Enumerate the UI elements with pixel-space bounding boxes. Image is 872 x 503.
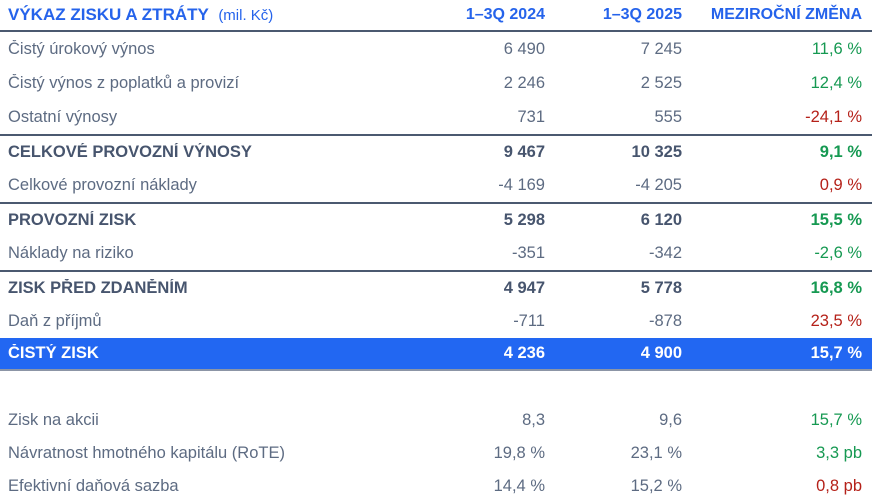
table-row-subtotal: PROVOZNÍ ZISK 5 298 6 120 15,5 %	[0, 202, 872, 236]
value-2024: 4 947	[503, 278, 545, 297]
row-label: Čistý úrokový výnos	[8, 39, 155, 58]
row-label: PROVOZNÍ ZISK	[8, 210, 137, 229]
value-change: 15,5 %	[810, 210, 862, 229]
value-2025: 555	[654, 107, 682, 126]
page-title: VÝKAZ ZISKU A ZTRÁTY (mil. Kč)	[8, 5, 405, 25]
value-2024: 2 246	[503, 73, 545, 92]
table-row-subtotal: ZISK PŘED ZDANĚNÍM 4 947 5 778 16,8 %	[0, 270, 872, 304]
value-2025: 7 245	[640, 39, 682, 58]
value-change: 0,8 pb	[816, 477, 862, 495]
table-header-row: VÝKAZ ZISKU A ZTRÁTY (mil. Kč) 1–3Q 2024…	[0, 0, 872, 32]
value-change: 0,9 %	[819, 175, 862, 194]
value-2025: 6 120	[640, 210, 682, 229]
ratio-row: Návratnost hmotného kapitálu (RoTE) 19,8…	[0, 437, 872, 470]
value-2025: 23,1 %	[630, 444, 682, 462]
value-change: -2,6 %	[814, 243, 862, 262]
row-label: ZISK PŘED ZDANĚNÍM	[8, 278, 188, 297]
value-2024: 9 467	[503, 142, 545, 161]
table-row-subtotal: CELKOVÉ PROVOZNÍ VÝNOSY 9 467 10 325 9,1…	[0, 134, 872, 168]
table-row: Ostatní výnosy 731 555 -24,1 %	[0, 100, 872, 134]
table-row: Náklady na riziko -351 -342 -2,6 %	[0, 236, 872, 270]
value-2024: -4 169	[498, 175, 545, 194]
value-2025: -4 205	[635, 175, 682, 194]
ratio-row: Efektivní daňová sazba 14,4 % 15,2 % 0,8…	[0, 470, 872, 503]
value-2024: 5 298	[503, 210, 545, 229]
ratio-row: Zisk na akcii 8,3 9,6 15,7 %	[0, 404, 872, 437]
row-label: Náklady na riziko	[8, 243, 134, 262]
value-2024: -351	[511, 243, 545, 262]
row-label: Ostatní výnosy	[8, 107, 118, 126]
section-spacer	[0, 371, 872, 404]
column-header-2024: 1–3Q 2024	[465, 6, 545, 23]
table-unit-label: (mil. Kč)	[218, 7, 274, 24]
row-label: Daň z příjmů	[8, 311, 102, 330]
value-2024: 731	[517, 107, 545, 126]
value-2024: 8,3	[522, 411, 545, 429]
row-label: Efektivní daňová sazba	[8, 477, 179, 495]
value-2025: 9,6	[659, 411, 682, 429]
column-header-change: MEZIROČNÍ ZMĚNA	[710, 6, 862, 23]
value-2025: 10 325	[631, 142, 682, 161]
value-2024: 14,4 %	[493, 477, 545, 495]
table-row-net-profit-highlight: ČISTÝ ZISK 4 236 4 900 15,7 %	[0, 338, 872, 371]
table-row: Daň z příjmů -711 -878 23,5 %	[0, 304, 872, 338]
value-2025: 15,2 %	[630, 477, 682, 495]
value-2024: 4 236	[503, 344, 545, 362]
table-title: VÝKAZ ZISKU A ZTRÁTY	[8, 5, 209, 24]
row-label: ČISTÝ ZISK	[8, 344, 99, 362]
value-2025: 5 778	[640, 278, 682, 297]
table-row: Celkové provozní náklady -4 169 -4 205 0…	[0, 168, 872, 202]
value-2025: 2 525	[640, 73, 682, 92]
value-2025: 4 900	[640, 344, 682, 362]
value-change: 15,7 %	[810, 344, 862, 362]
value-change: 12,4 %	[810, 73, 862, 92]
table-row: Čistý úrokový výnos 6 490 7 245 11,6 %	[0, 32, 872, 66]
value-2025: -878	[648, 311, 682, 330]
value-2025: -342	[648, 243, 682, 262]
value-2024: -711	[513, 311, 545, 330]
value-change: -24,1 %	[805, 107, 862, 126]
table-row: Čistý výnos z poplatků a provizí 2 246 2…	[0, 66, 872, 100]
column-header-2025: 1–3Q 2025	[602, 6, 682, 23]
value-change: 23,5 %	[810, 311, 862, 330]
row-label: Návratnost hmotného kapitálu (RoTE)	[8, 444, 285, 462]
row-label: Celkové provozní náklady	[8, 175, 197, 194]
row-label: Zisk na akcii	[8, 411, 99, 429]
value-2024: 6 490	[503, 39, 545, 58]
value-change: 9,1 %	[819, 142, 862, 161]
value-change: 3,3 pb	[816, 444, 862, 462]
value-change: 15,7 %	[810, 411, 862, 429]
row-label: CELKOVÉ PROVOZNÍ VÝNOSY	[8, 142, 252, 161]
value-change: 16,8 %	[810, 278, 862, 297]
row-label: Čistý výnos z poplatků a provizí	[8, 73, 240, 92]
value-change: 11,6 %	[811, 39, 862, 58]
value-2024: 19,8 %	[493, 444, 545, 462]
